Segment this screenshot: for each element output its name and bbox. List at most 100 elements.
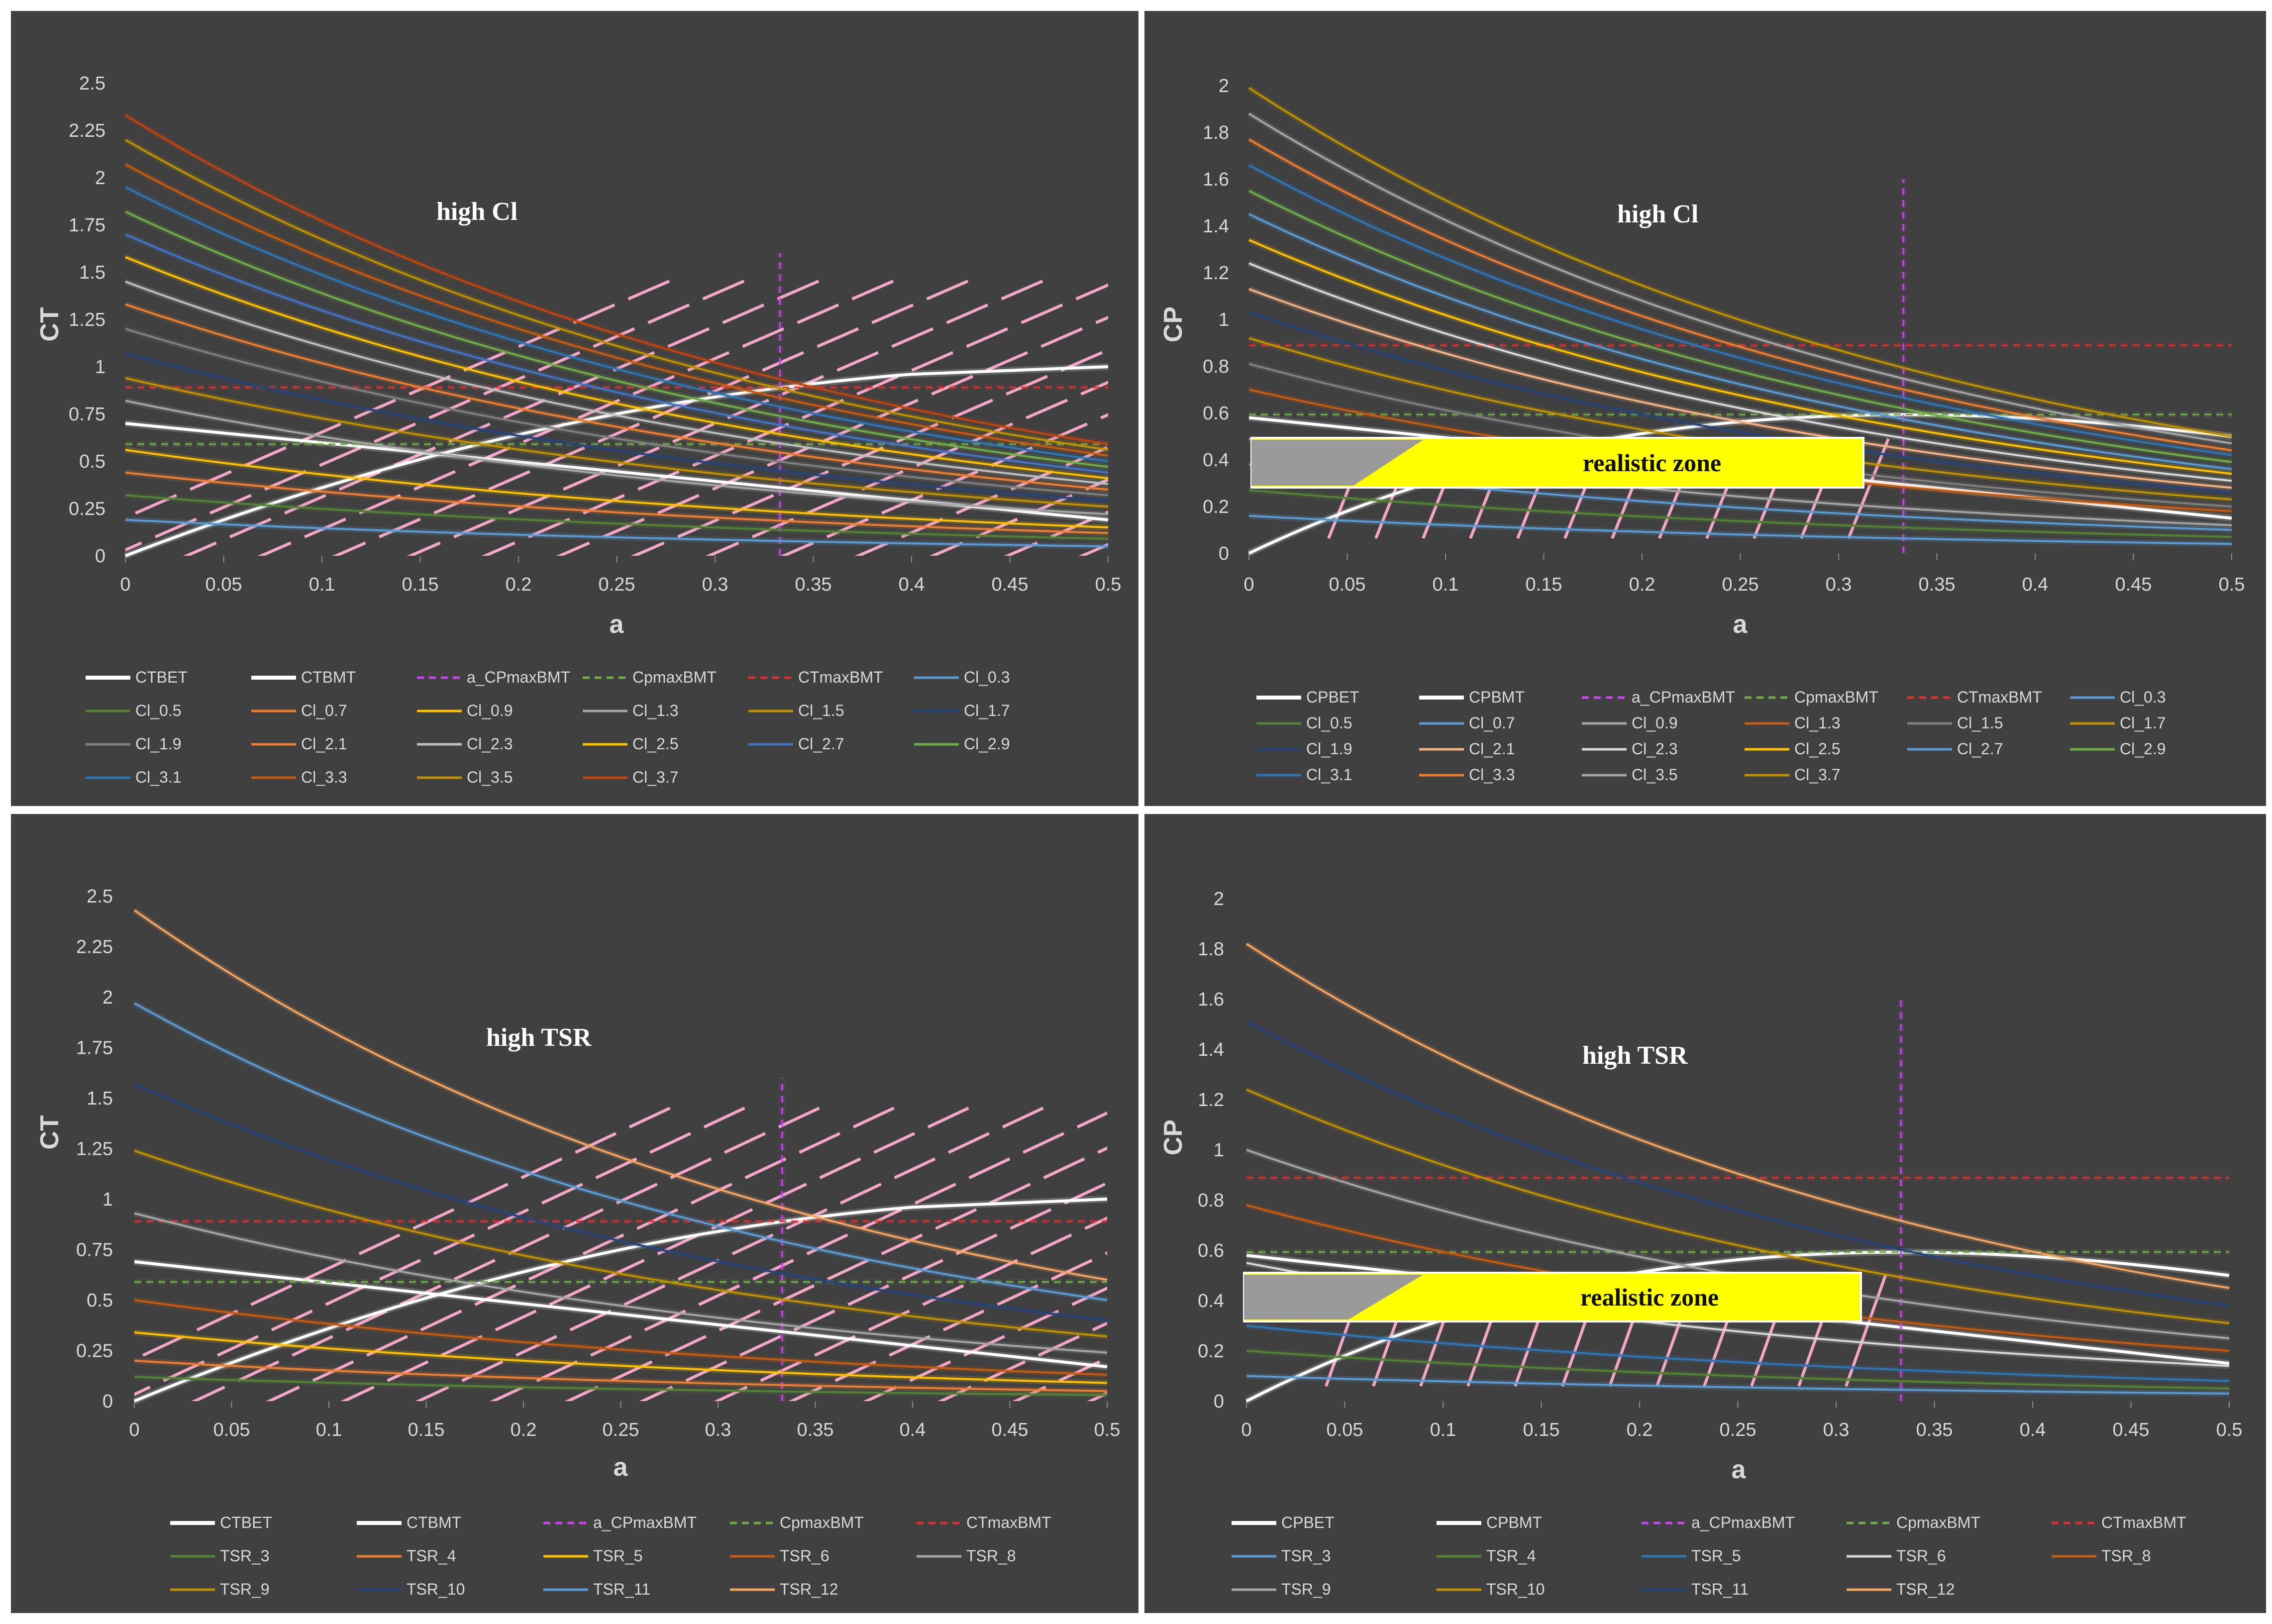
x-tick-label: 0.2 [506,574,532,595]
y-tick-label: 2.25 [76,937,113,958]
y-tick-label: 0 [1219,543,1229,564]
x-axis-title: a [614,1453,628,1482]
y-tick-labels: 0 0.25 0.5 0.75 1 1.25 1.5 1.75 2 2.25 2.5 [69,73,105,567]
y-tick-label: 2 [1214,889,1224,910]
legend-label: Cl_0.7 [301,702,347,719]
legend-label: CpmaxBMT [632,668,717,686]
y-tick-label: 1.75 [76,1038,113,1059]
legend: CPBET CPBMT a_CPmaxBMT CpmaxBMT CTmaxBMT TSR_… [1232,1514,2186,1598]
legend-label: TSR_9 [1281,1580,1331,1598]
series-line-Cl_0.5 [125,494,1109,540]
x-tick-label: 0.25 [603,1420,639,1440]
legend-label: Cl_1.7 [2120,714,2166,732]
y-tick-label: 0 [95,546,105,567]
legend-label: TSR_11 [1691,1580,1749,1598]
x-tick-label: 0.45 [2115,574,2152,595]
series-line-TSR_5 [1246,1324,2230,1382]
series-line-TSR_4 [1246,1350,2230,1390]
y-tick-label: 2 [103,987,113,1008]
hatch-stroke [1087,1391,1107,1401]
series-line-Cl_3.5 [1248,112,2232,445]
high-tsr-annotation: high TSR [1582,1041,1688,1070]
legend-label: Cl_3.5 [1632,766,1678,784]
series-line-Cl_1.9 [125,328,1109,497]
series-line-TSR_5 [134,1331,1108,1384]
legend-label: TSR_8 [2101,1547,2151,1565]
chart-cp-cl-svg: realistic zone 0 0.05 0.1 0.15 0.2 0.25 0.3 0.3… [1159,76,2245,784]
legend-label: Cl_3.7 [1794,766,1841,784]
y-tick-labels: 0 0.2 0.4 0.6 0.8 1 1.2 1.4 1.6 1.8 2 [1198,889,1224,1412]
chart-panel-cp-tsr: realistic zone 0 0.05 0.1 0.15 0.2 0.25 0.3 0.3… [1144,814,2266,1613]
x-tick-label: 0.1 [1430,1420,1456,1440]
x-tick-label: 0.45 [992,574,1029,595]
series-line-Cl_0.9 [125,449,1109,528]
gridlines [1248,553,2232,560]
legend-label: Cl_0.7 [1469,714,1515,732]
legend-label: Cl_1.9 [135,735,182,753]
series-line-TSR_4 [134,1359,1108,1392]
x-tick-label: 0.3 [1826,574,1852,595]
legend-label: Cl_2.3 [467,735,513,753]
series-line-Cl_3.7 [124,114,1109,445]
series-line-Cl_2.7 [125,233,1109,474]
legend-label: TSR_10 [1486,1580,1545,1598]
legend-label: TSR_6 [1896,1547,1946,1565]
legend-label: TSR_12 [1896,1580,1955,1598]
realistic-zone-label: realistic zone [1583,449,1721,477]
y-tick-label: 1.4 [1198,1039,1224,1060]
series-line-Cl_0.3 [125,518,1109,547]
x-tick-label: 0.05 [206,574,242,595]
legend-label: CTBET [135,668,188,686]
legend-label: Cl_1.9 [1306,740,1352,758]
legend-label: Cl_3.5 [467,768,513,786]
legend-label: Cl_3.1 [1306,766,1352,784]
legend-label: Cl_3.1 [135,768,182,786]
series-line-CTBMT [134,1260,1108,1368]
x-tick-label: 0.05 [1329,574,1366,595]
x-tick-labels: 0 0.05 0.1 0.15 0.2 0.25 0.3 0.35 0.4 0.45 0.5 [1243,574,2245,595]
y-tick-label: 1.2 [1198,1090,1224,1111]
legend-label: Cl_0.3 [2120,688,2166,706]
high-cl-annotation: high Cl [1617,200,1698,228]
series-line-TSR_12 [133,909,1108,1281]
legend-label: Cl_2.9 [2120,740,2166,758]
y-tick-labels: 0 0.25 0.5 0.75 1 1.25 1.5 1.75 2 2.25 2.5 [76,886,113,1412]
series-line-Cl_2.7 [1248,213,2232,470]
x-tick-labels: 0 0.05 0.1 0.15 0.2 0.25 0.3 0.35 0.4 0.45 0.5 [129,1420,1120,1440]
y-tick-label: 0.2 [1198,1341,1224,1362]
legend-label: CPBMT [1469,688,1525,706]
y-tick-label: 0.25 [69,499,105,519]
legend-label: Cl_1.7 [964,702,1010,719]
x-tick-label: 0 [129,1420,139,1440]
x-tick-label: 0 [1243,574,1254,595]
y-tick-label: 0.6 [1198,1240,1224,1261]
legend-label: TSR_11 [593,1580,650,1598]
series-glow-TSR_12 [132,908,1108,1283]
y-tick-label: 1 [1219,309,1229,330]
x-tick-label: 0.15 [408,1420,445,1440]
x-axis-title: a [610,610,624,639]
y-tick-label: 2.25 [69,120,105,141]
legend-label: TSR_8 [966,1547,1016,1565]
series-glow-Cl_3.3 [1247,136,2232,454]
y-tick-label: 0 [103,1391,113,1412]
y-axis-title: CT [35,1115,64,1150]
x-tick-label: 0.25 [1720,1420,1756,1440]
legend-label: Cl_0.9 [467,702,513,719]
legend-label: Cl_2.5 [632,735,679,753]
legend-label: Cl_3.3 [1469,766,1515,784]
legend-label: CpmaxBMT [1794,688,1878,706]
legend-label: CTBMT [407,1514,461,1531]
y-tick-label: 2 [95,168,105,189]
legend-label: CTmaxBMT [2101,1514,2186,1531]
legend-label: a_CPmaxBMT [1632,688,1735,706]
gridlines [1246,1401,2230,1408]
series-line-Cl_3.1 [1248,164,2232,456]
legend: CPBET CPBMT a_CPmaxBMT CpmaxBMT CTmaxBMT Cl_0… [1256,688,2166,784]
y-tick-label: 1 [103,1189,113,1210]
legend-label: Cl_0.5 [135,702,182,719]
x-axis-title: a [1733,610,1748,639]
series-line-TSR_9 [134,1149,1108,1338]
x-tick-label: 0.25 [599,574,635,595]
y-tick-label: 1.5 [87,1088,113,1109]
